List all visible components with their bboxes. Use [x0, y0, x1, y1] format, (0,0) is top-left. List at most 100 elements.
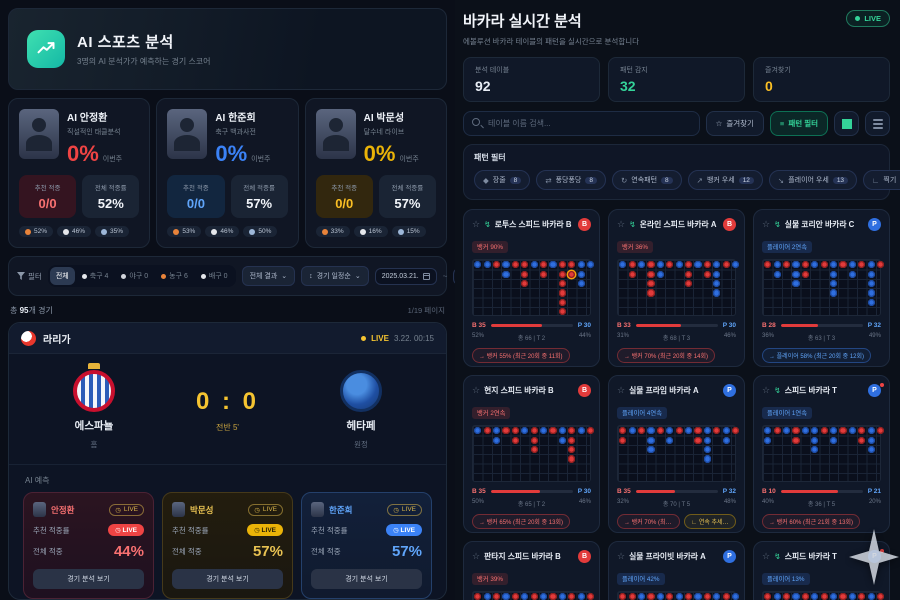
- favorite-star-icon[interactable]: ☆: [762, 385, 771, 395]
- result-badge: B: [578, 550, 591, 563]
- pattern-chip-플레이어 우세[interactable]: ↘ 플레이어 우세 13: [768, 170, 858, 190]
- ratio-bar-fill: [635, 324, 681, 327]
- sort-dropdown[interactable]: ↕ 경기 일정순 ⌄: [301, 266, 369, 286]
- list-view-button[interactable]: [865, 111, 890, 136]
- road-dot-banker: [558, 270, 566, 278]
- sport-rate-value: 35%: [110, 228, 124, 235]
- analyst-info: AI 안정환 직설적인 태클분석 0% 이번주: [67, 109, 122, 167]
- baccarat-table-card[interactable]: ☆ ↯ 스피드 바카라 T P 플레이어 1연속 B 10 P 21 40% 총 36 | T …: [753, 375, 890, 533]
- sort-icon: ↕: [309, 272, 313, 280]
- live-outline-chip: ◷ LIVE: [109, 503, 144, 516]
- baccarat-table-card[interactable]: ☆ ↯ 로투스 스피드 바카라 B B 뱅커 90% B 35 P 30 52% 총 66 | …: [463, 209, 600, 367]
- favorite-star-icon[interactable]: ☆: [472, 219, 481, 229]
- result-dropdown[interactable]: 전체 결과 ⌄: [241, 266, 296, 286]
- stat-value: 0: [765, 78, 773, 94]
- sport-filter-축구[interactable]: 축구 4: [76, 267, 115, 285]
- sport-filter-농구[interactable]: 농구 6: [155, 267, 194, 285]
- prediction-card[interactable]: 박문성 ◷ LIVE 추천 적중률 ◷ LIVE 전체 적중 57% 경기 분석 보기: [162, 492, 293, 599]
- pattern-spark-icon: ↯: [774, 220, 781, 229]
- pattern-filter-button[interactable]: ≡ 패턴 필터: [769, 111, 828, 136]
- result-badge: B: [578, 218, 591, 231]
- total-rounds: 총 66 | T 2: [517, 336, 546, 342]
- clock-icon: ◷: [115, 506, 121, 514]
- insight-pills-row: → 뱅커 70% (최근 20회 중 14회): [617, 348, 736, 363]
- pattern-chip-장줄[interactable]: ◆ 장줄 8: [474, 170, 531, 190]
- match-detail-button[interactable]: 경기 분석 보기: [172, 569, 283, 589]
- road-dot-banker: [685, 280, 693, 288]
- road-dot-banker: [628, 593, 636, 600]
- road-dot-player: [694, 261, 702, 269]
- big-road-grid: [472, 425, 595, 482]
- match-detail-button[interactable]: 경기 분석 보기: [33, 569, 144, 589]
- insight-pill: → 뱅커 70% (최근 20회 중 14회): [617, 514, 681, 529]
- analyst-card[interactable]: AI 안정환 직설적인 태클분석 0% 이번주 추천 적중 0/0 전체 적중률 52% 52%…: [8, 98, 151, 248]
- road-dot-banker: [647, 289, 655, 297]
- road-dot-banker: [820, 261, 828, 269]
- pattern-chip-찍기[interactable]: ∟찍기8: [863, 170, 900, 190]
- count-bar-row: B 28 P 32: [762, 322, 881, 329]
- road-dot-banker: [839, 593, 847, 600]
- sport-ball-icon: [359, 228, 366, 235]
- pattern-chip-label: 퐁당퐁당: [555, 177, 582, 184]
- page-indicator: 1/19 페이지: [407, 306, 445, 315]
- pattern-chip-연속패턴[interactable]: ↻ 연속패턴 8: [611, 170, 682, 190]
- sport-filter-all[interactable]: 전체: [49, 267, 75, 285]
- favorite-star-icon[interactable]: ☆: [617, 551, 626, 561]
- sport-filter-배구[interactable]: 배구 0: [195, 267, 234, 285]
- analyst-info: AI 박문성 달수네 라이브 0% 이번주: [364, 109, 419, 167]
- prediction-card[interactable]: 한준희 ◷ LIVE 추천 적중률 ◷ LIVE 전체 적중 57% 경기 분석 보기: [301, 492, 432, 599]
- baccarat-table-card[interactable]: ☆ ↯ 온라인 스피드 바카라 A B 뱅커 36% B 33 P 30 31% 총 68 | …: [608, 209, 745, 367]
- road-dot-player: [773, 593, 781, 600]
- home-team: 에스파뇰 홈: [49, 363, 139, 450]
- favorite-star-icon[interactable]: ☆: [617, 385, 626, 395]
- sport-rate-badge: 52%: [19, 226, 54, 237]
- table-title: 온라인 스피드 바카라 A: [639, 220, 717, 229]
- total-hit-box: 전체 적중률 52%: [82, 175, 140, 218]
- live-match-card[interactable]: 라리가 LIVE 3.22. 00:15 에스파뇰 홈 0 : 0 전반 5' 헤…: [8, 322, 447, 600]
- analyst-top: AI 박문성 달수네 라이브 0% 이번주: [315, 109, 436, 167]
- road-dot-banker: [628, 261, 636, 269]
- analyst-week-stat: 0% 이번주: [364, 141, 419, 167]
- table-card-header: ☆ ↯ 실물 코리안 바카라 C P: [762, 218, 881, 231]
- road-dot-banker: [474, 593, 482, 600]
- sports-panel: AI 스포츠 분석 3명의 AI 분석가가 예측하는 경기 스코어 AI 안정환…: [8, 8, 516, 600]
- banker-count: B 10: [762, 488, 776, 495]
- sport-segmented-control: 전체 축구 4 야구 0 농구 6 배구 0: [47, 265, 236, 287]
- analyst-card[interactable]: AI 한준희 축구 백과사전 0% 이번주 추천 적중 0/0 전체 적중률 57% 53% 46…: [156, 98, 299, 248]
- road-dot-player: [722, 436, 730, 444]
- prediction-card[interactable]: 안정환 ◷ LIVE 추천 적중률 ◷ LIVE 전체 적중 44% 경기 분석 보기: [23, 492, 154, 599]
- favorite-star-icon[interactable]: ☆: [617, 219, 626, 229]
- baccarat-table-card[interactable]: ☆ 실물 프라임 바카라 A P 플레이어 4연속 B 35 P 32 32% 총 70 | …: [608, 375, 745, 533]
- baccarat-table-card[interactable]: ☆ ↯ 실물 코리안 바카라 C P 플레이어 2연속 B 28 P 32 36% 총 63 |…: [753, 209, 890, 367]
- sport-ball-icon: [211, 228, 218, 235]
- road-dot-player: [666, 436, 674, 444]
- road-dot-banker: [792, 436, 800, 444]
- favorite-star-icon[interactable]: ☆: [762, 551, 771, 561]
- pattern-chip-뱅커 우세[interactable]: ↗ 뱅커 우세 12: [687, 170, 763, 190]
- banker-pct: 32%: [617, 499, 630, 505]
- analyst-mini-avatar: [311, 502, 324, 517]
- filter-label: 필터: [28, 271, 42, 281]
- grid-view-button[interactable]: [834, 111, 859, 136]
- road-dot-banker: [511, 261, 519, 269]
- pattern-chip-퐁당퐁당[interactable]: ⇄ 퐁당퐁당 8: [536, 170, 606, 190]
- analyst-card[interactable]: AI 박문성 달수네 라이브 0% 이번주 추천 적중 0/0 전체 적중률 57% 33% 16…: [304, 98, 447, 248]
- favorite-star-icon[interactable]: ☆: [472, 385, 481, 395]
- baccarat-table-card[interactable]: ☆ 현지 스피드 바카라 B B 뱅커 2연속 B 35 P 30 50% 총 65 | T …: [463, 375, 600, 533]
- pattern-filter-box: 패턴 필터 ◆ 장줄 8 ⇄ 퐁당퐁당 8 ↻ 연속패턴 8 ↗ 뱅커 우세 12 ↘ 플레이어 우세 13…: [463, 144, 900, 200]
- sport-filter-야구[interactable]: 야구 0: [115, 267, 154, 285]
- date-from-field[interactable]: 2025.03.21.: [374, 267, 437, 285]
- road-dot-banker: [858, 427, 866, 435]
- favorite-star-icon[interactable]: ☆: [762, 219, 771, 229]
- ratio-bar-fill: [490, 324, 542, 327]
- match-detail-button[interactable]: 경기 분석 보기: [311, 569, 422, 589]
- table-search-input[interactable]: [463, 111, 700, 136]
- road-dot-player: [773, 270, 781, 278]
- analyst-info: AI 한준희 축구 백과사전 0% 이번주: [215, 109, 270, 167]
- favorites-button[interactable]: ☆ 즐겨찾기: [705, 111, 764, 136]
- table-card-header: ☆ ↯ 스피드 바카라 T P: [762, 549, 884, 563]
- favorite-star-icon[interactable]: ☆: [472, 551, 481, 561]
